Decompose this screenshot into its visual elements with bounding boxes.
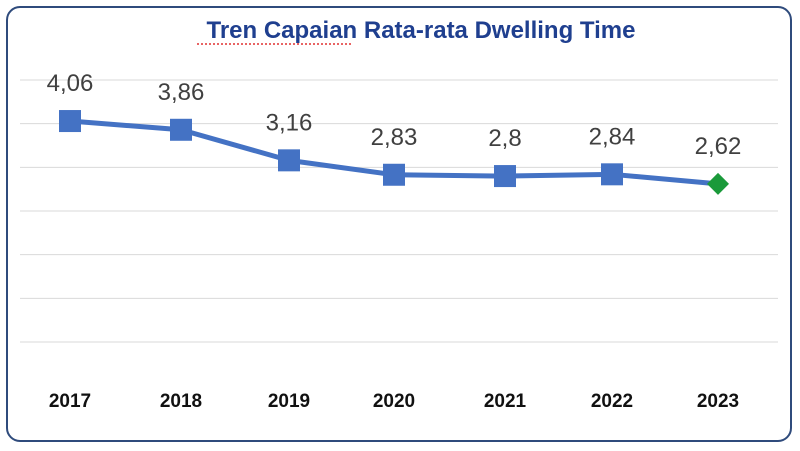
markers bbox=[59, 110, 729, 195]
data-label: 2,62 bbox=[695, 133, 742, 160]
data-label: 4,06 bbox=[47, 70, 94, 97]
data-label: 2,8 bbox=[488, 125, 521, 152]
x-tick-label: 2022 bbox=[591, 391, 633, 412]
data-point-marker bbox=[494, 165, 516, 188]
x-tick-label: 2018 bbox=[160, 391, 202, 412]
x-tick-label: 2021 bbox=[484, 391, 527, 412]
data-labels: 4,06 3,86 3,16 2,83 2,8 2,84 2,62 bbox=[47, 70, 742, 160]
x-axis-tick-labels: 2017 2018 2019 2020 2021 2022 2023 bbox=[49, 391, 739, 412]
chart-frame bbox=[6, 6, 792, 442]
x-tick-label: 2017 bbox=[49, 391, 91, 412]
data-label: 2,84 bbox=[589, 123, 636, 150]
data-label: 3,16 bbox=[266, 109, 313, 136]
data-point-marker bbox=[59, 110, 81, 133]
chart-title: Tren Capaian Rata-rata Dwelling Time bbox=[206, 17, 635, 44]
gridlines bbox=[20, 79, 778, 343]
x-tick-label: 2020 bbox=[373, 391, 415, 412]
data-point-marker bbox=[170, 118, 192, 141]
data-label: 2,83 bbox=[371, 124, 418, 151]
data-point-marker-diamond bbox=[707, 172, 729, 195]
data-point-marker bbox=[383, 163, 405, 186]
x-tick-label: 2023 bbox=[697, 391, 739, 412]
x-tick-label: 2019 bbox=[268, 391, 310, 412]
data-point-marker bbox=[278, 149, 300, 172]
data-point-marker bbox=[601, 163, 623, 186]
data-label: 3,86 bbox=[158, 79, 205, 106]
